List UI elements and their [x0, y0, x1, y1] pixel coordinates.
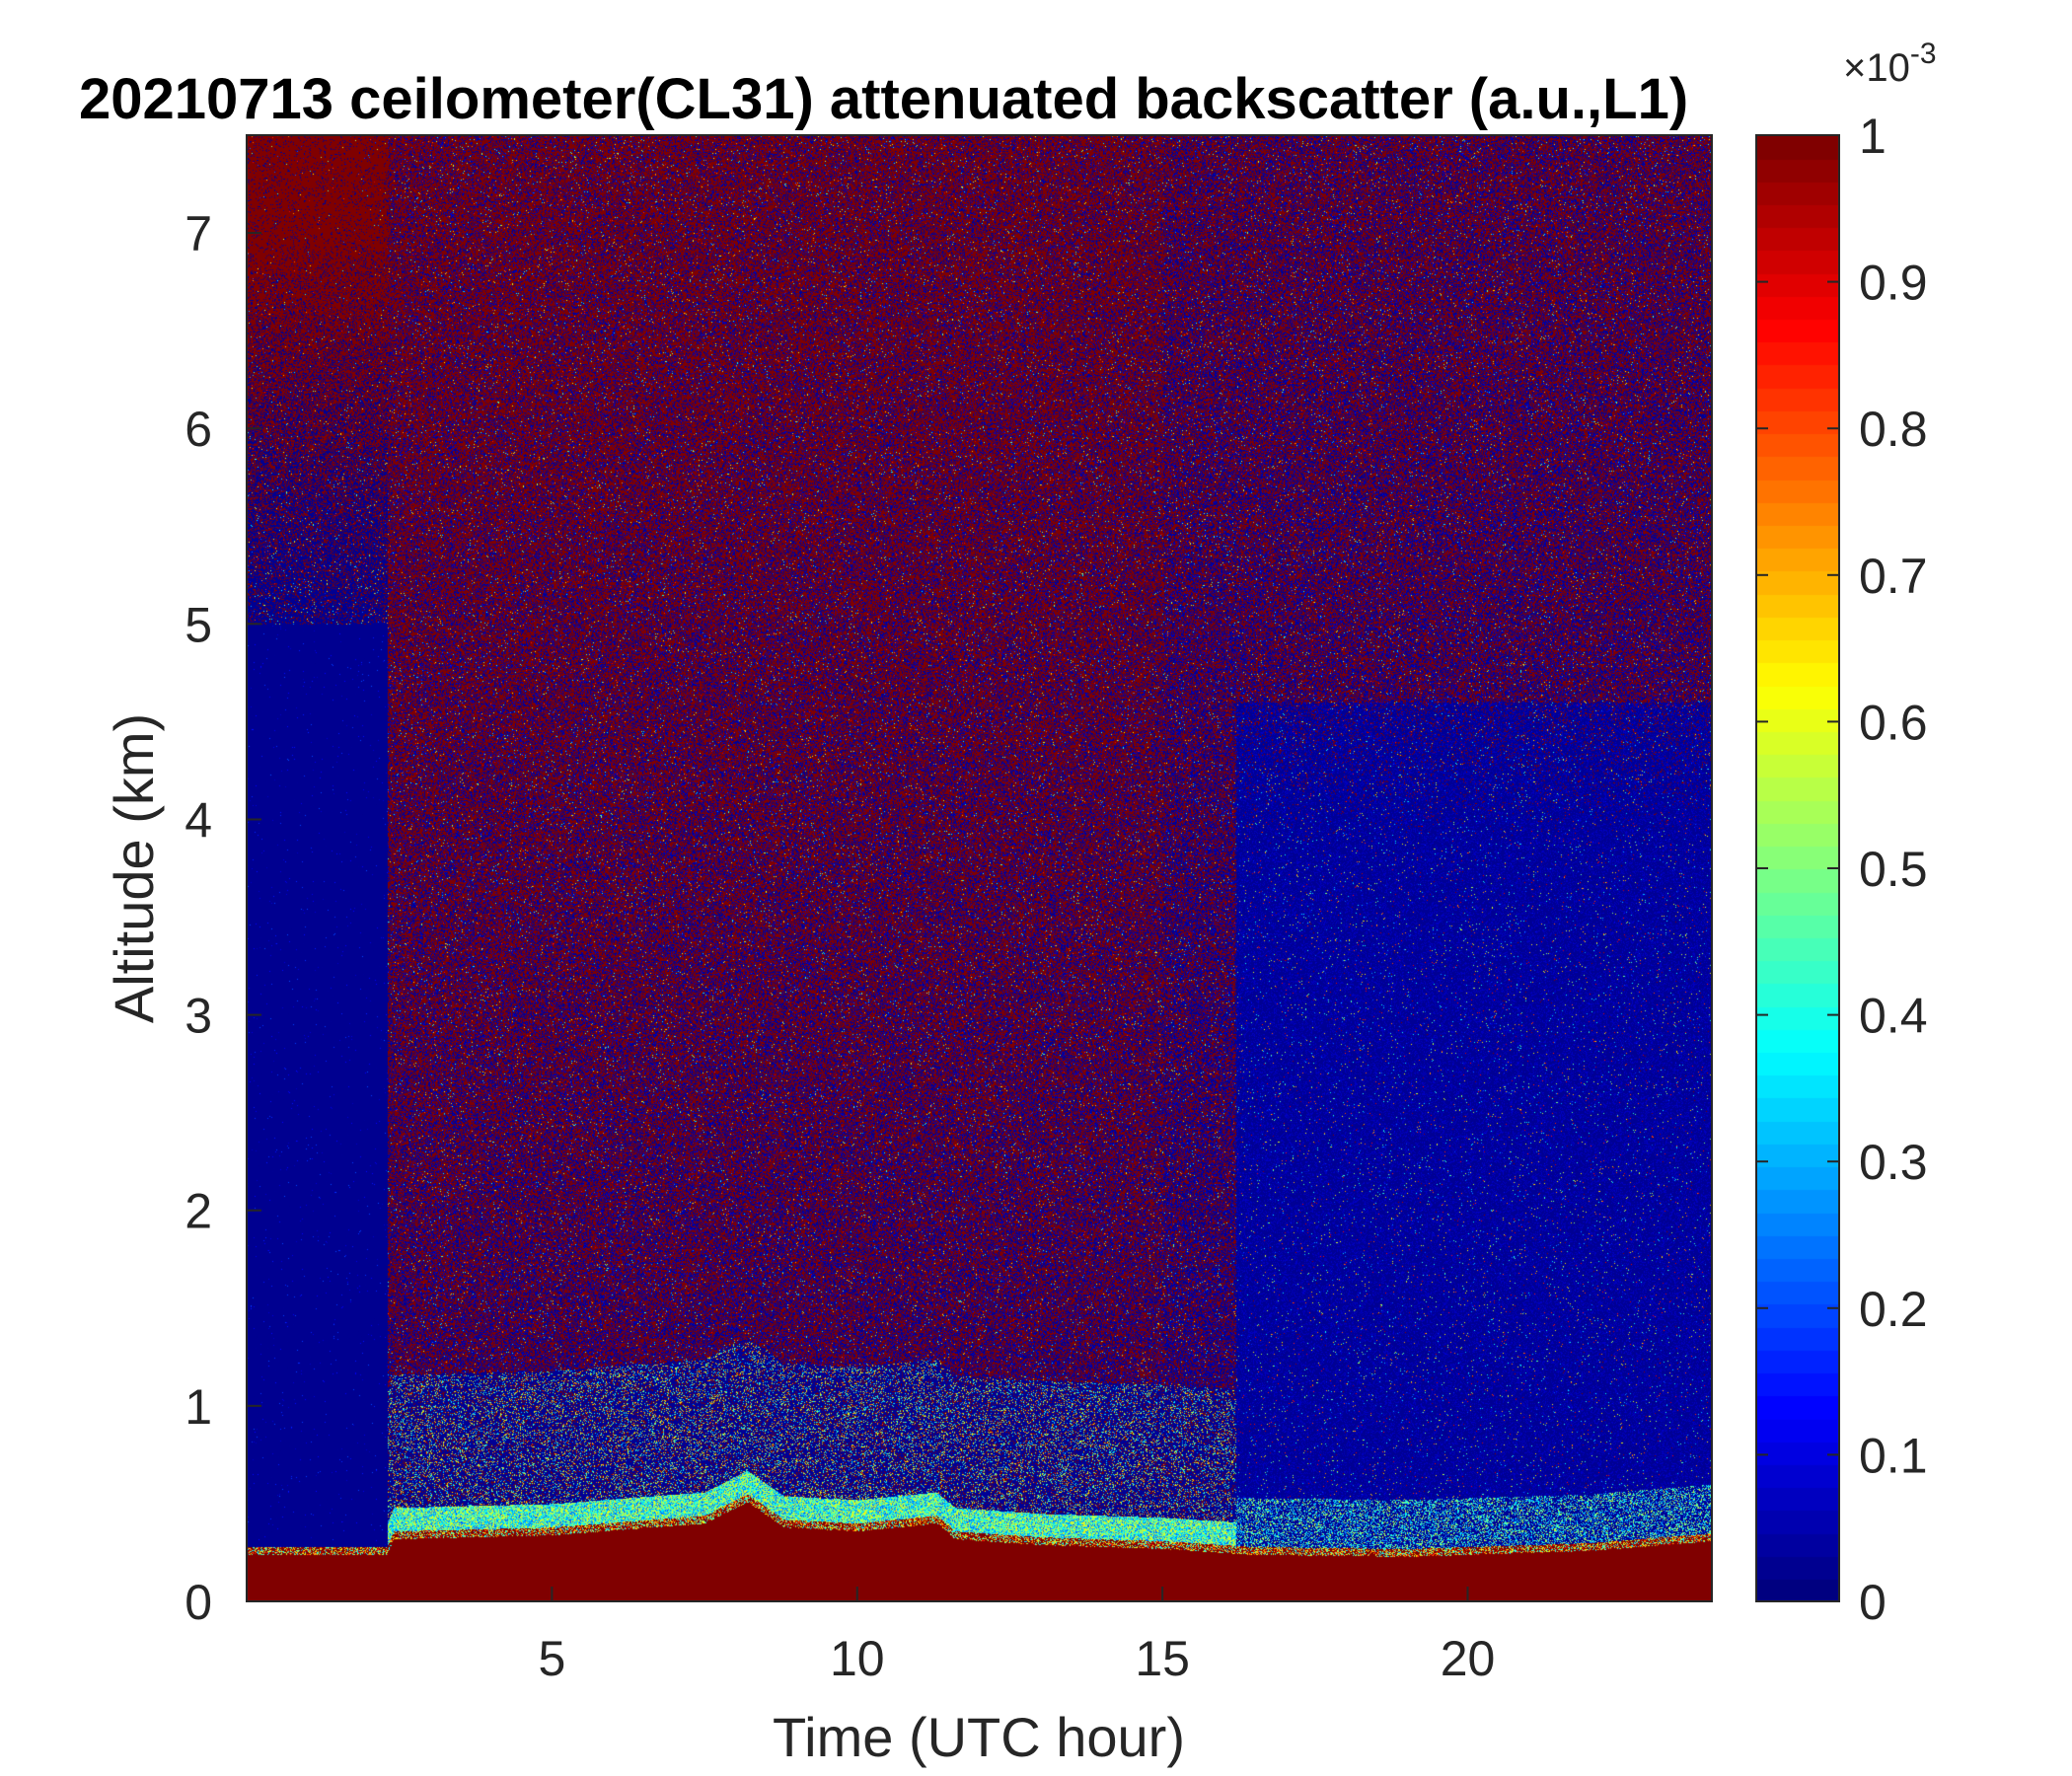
x-tick-label: 10 — [830, 1631, 885, 1686]
y-tick-label: 2 — [185, 1184, 212, 1239]
colorbar-tick-label: 0.6 — [1859, 695, 1928, 750]
y-tick-label: 7 — [185, 206, 212, 261]
colorbar-tick-label: 0.1 — [1859, 1428, 1928, 1483]
colorbar-tick-label: 0.3 — [1859, 1135, 1928, 1190]
y-tick-label: 1 — [185, 1379, 212, 1435]
y-tick-label: 5 — [185, 597, 212, 652]
colorbar-tick-label: 0.5 — [1859, 842, 1928, 897]
x-axis: 5 10 15 20 — [538, 1587, 1495, 1686]
colorbar: 0 0.1 0.2 0.3 0.4 0.5 0.6 0.7 0.8 0.9 1 ×10-3 — [1755, 37, 1937, 1630]
plot-frame — [246, 134, 1713, 1602]
x-tick-label: 20 — [1441, 1631, 1496, 1686]
colorbar-tick-label: 0.7 — [1859, 549, 1928, 604]
y-tick-label: 4 — [185, 792, 212, 848]
chart-title: 20210713 ceilometer(CL31) attenuated bac… — [79, 67, 1688, 131]
colorbar-tick-label: 0 — [1859, 1575, 1887, 1630]
y-tick-label: 0 — [185, 1575, 212, 1630]
colorbar-tick-label: 0.4 — [1859, 989, 1928, 1044]
y-tick-label: 3 — [185, 989, 212, 1044]
colorbar-exponent-power: -3 — [1910, 37, 1937, 70]
colorbar-tick-label: 0.9 — [1859, 256, 1928, 311]
colorbar-exponent: ×10-3 — [1843, 37, 1937, 90]
colorbar-gradient — [1756, 135, 1839, 1601]
y-tick-label: 6 — [185, 402, 212, 457]
colorbar-exponent-base: ×10 — [1843, 46, 1910, 90]
colorbar-tick-label: 1 — [1859, 109, 1887, 164]
plot-area — [246, 134, 1713, 1602]
heatmap-image — [247, 135, 1712, 1601]
x-tick-label: 15 — [1135, 1631, 1190, 1686]
heatmap-container — [247, 135, 1712, 1601]
y-axis-label: Altitude (km) — [103, 713, 165, 1023]
x-axis-label: Time (UTC hour) — [773, 1706, 1185, 1768]
colorbar-container — [1756, 135, 1839, 1601]
colorbar-tick-label: 0.8 — [1859, 402, 1928, 457]
x-tick-label: 5 — [538, 1631, 565, 1686]
colorbar-ticks: 0 0.1 0.2 0.3 0.4 0.5 0.6 0.7 0.8 0.9 1 — [1756, 109, 1928, 1630]
colorbar-tick-label: 0.2 — [1859, 1282, 1928, 1337]
y-axis: 0 1 2 3 4 5 6 7 — [185, 206, 261, 1630]
